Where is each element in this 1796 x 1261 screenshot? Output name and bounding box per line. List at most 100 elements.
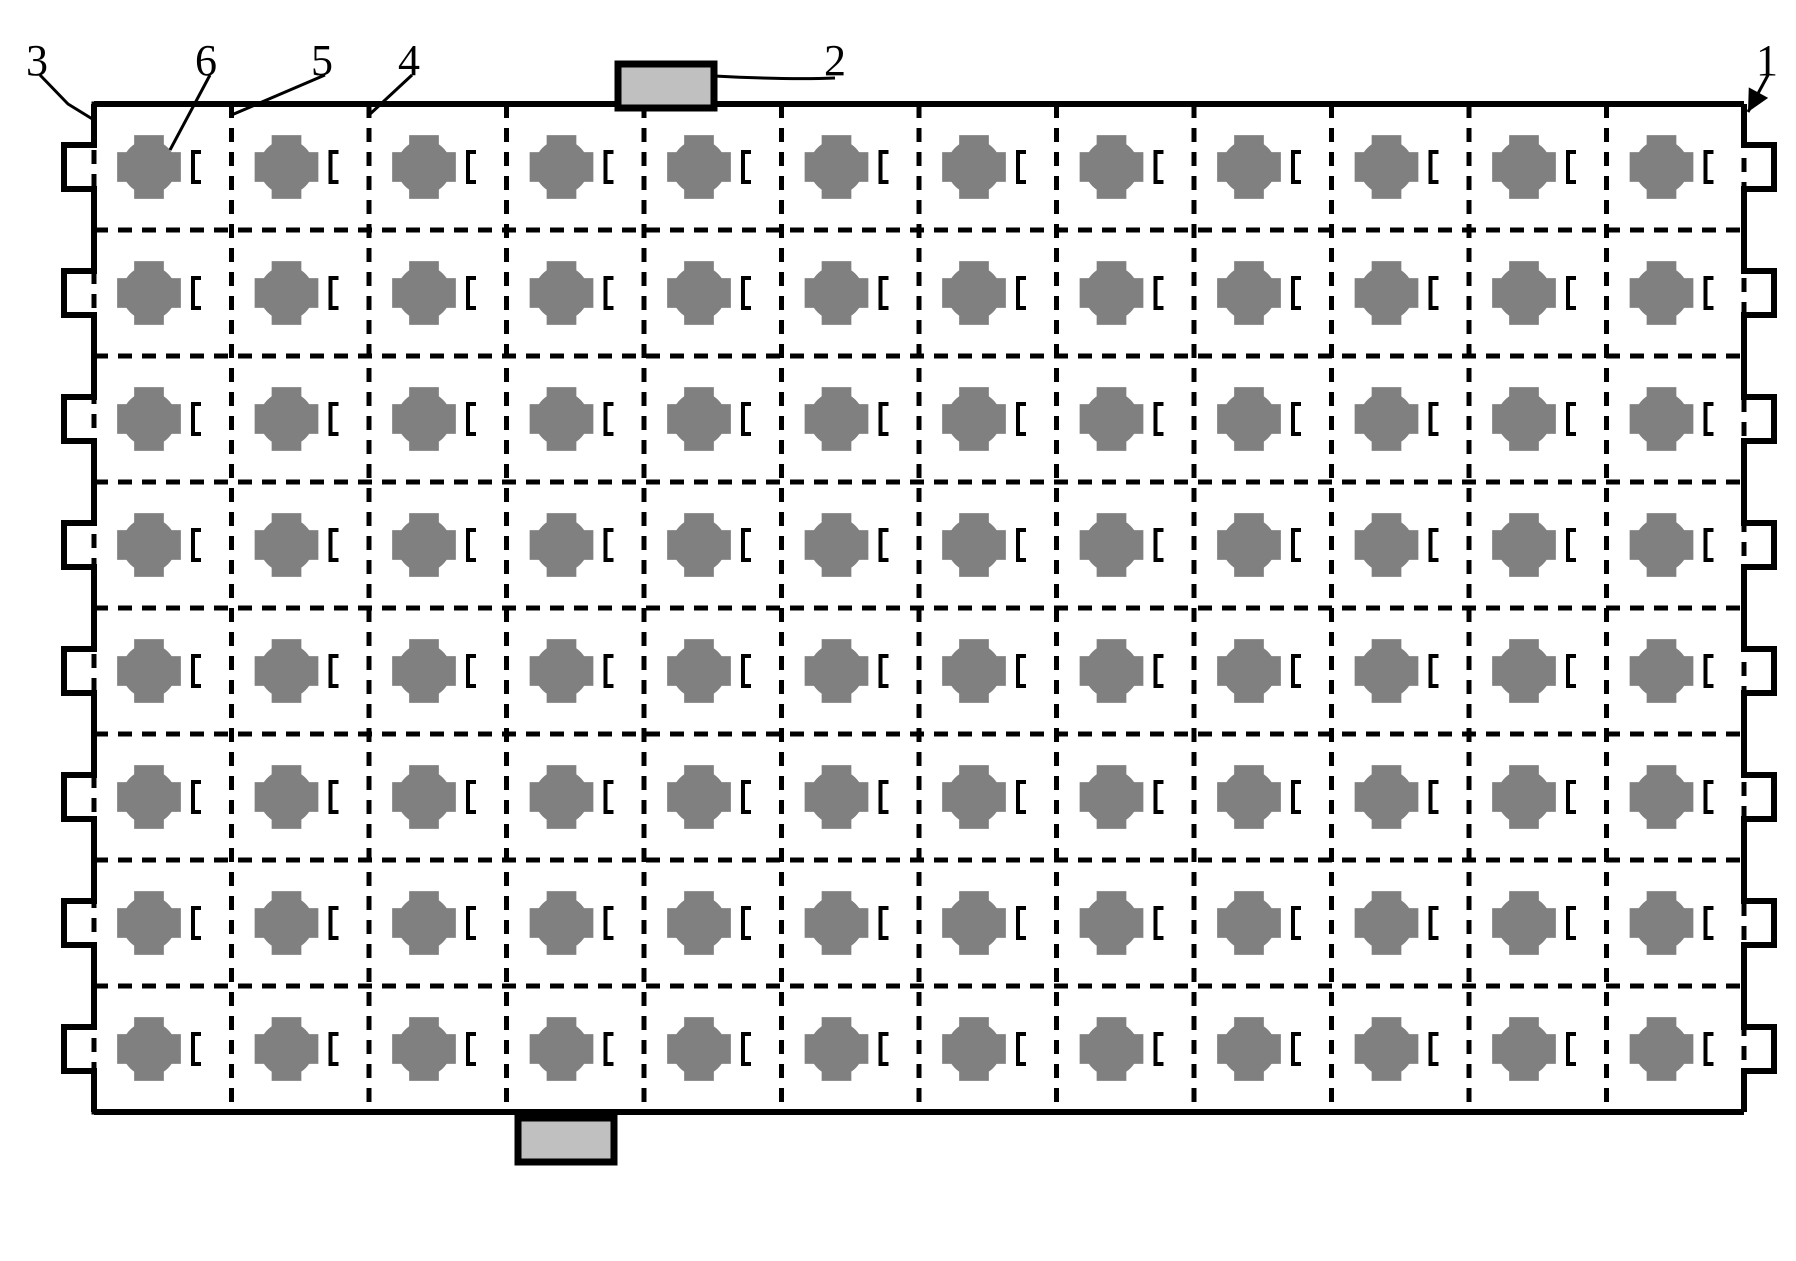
grid-node [1080,639,1164,703]
grid-node [530,639,614,703]
grid-node [1630,135,1714,199]
grid-node [255,387,339,451]
grid-node [530,1017,614,1081]
grid-node [392,261,476,325]
callout-label-1: 1 [1756,35,1778,86]
grid-node [667,387,751,451]
grid-node [117,765,201,829]
grid-node [942,513,1026,577]
grid-node [392,765,476,829]
grid-node [1492,387,1576,451]
grid-node [392,387,476,451]
grid-node [530,135,614,199]
grid-node [1080,135,1164,199]
grid-node [530,261,614,325]
grid-node [1355,765,1439,829]
grid-node [1080,387,1164,451]
grid-node [117,387,201,451]
top-connector-tab [618,64,714,108]
grid-node [1630,765,1714,829]
grid-node [1355,1017,1439,1081]
grid-node [942,135,1026,199]
grid-node [1492,261,1576,325]
grid-node [1630,513,1714,577]
grid-node [1080,1017,1164,1081]
grid-node [392,1017,476,1081]
grid-node [805,1017,889,1081]
grid-node [255,135,339,199]
grid-node [1492,765,1576,829]
grid-node [667,513,751,577]
grid-node [1217,261,1301,325]
callout-label-5: 5 [311,35,333,86]
grid-node [1630,1017,1714,1081]
grid-node [1217,639,1301,703]
grid-node [392,135,476,199]
callout-label-4: 4 [398,35,420,86]
grid-node [1630,891,1714,955]
grid-node [530,891,614,955]
grid-node [805,261,889,325]
grid-node [117,261,201,325]
bottom-connector-tab [518,1118,614,1162]
grid-node [255,513,339,577]
grid-node [1492,1017,1576,1081]
grid-node [255,1017,339,1081]
grid-node [117,891,201,955]
grid-node [1492,891,1576,955]
grid-node [255,261,339,325]
grid-node [667,639,751,703]
grid-node [255,891,339,955]
grid-node [667,765,751,829]
grid-node [117,639,201,703]
grid-node [1630,639,1714,703]
grid-node [942,261,1026,325]
grid-node [117,135,201,199]
grid-node [1492,135,1576,199]
callout-label-3: 3 [26,35,48,86]
grid-node [667,891,751,955]
grid-node [1492,639,1576,703]
grid-node [805,135,889,199]
grid-node [942,891,1026,955]
grid-node [1217,387,1301,451]
grid-node [1355,387,1439,451]
grid-node [1355,639,1439,703]
grid-node [1492,513,1576,577]
grid-node [1630,387,1714,451]
grid-node [942,639,1026,703]
grid-node [942,387,1026,451]
grid-node [1355,891,1439,955]
grid-node [530,765,614,829]
callout-label-6: 6 [195,35,217,86]
grid-node [530,513,614,577]
grid-node [1080,513,1164,577]
grid-node [392,513,476,577]
grid-node [255,639,339,703]
grid-node [392,639,476,703]
grid-node [1630,261,1714,325]
grid-node [392,891,476,955]
grid-node [1355,513,1439,577]
grid-node [942,765,1026,829]
grid-node [117,1017,201,1081]
grid-node [1217,1017,1301,1081]
grid-node [530,387,614,451]
callout-label-2: 2 [824,35,846,86]
grid-node [1080,261,1164,325]
grid-node [1355,135,1439,199]
grid-node [805,639,889,703]
diagram-svg [20,20,1796,1241]
grid-node [667,1017,751,1081]
grid-node [667,135,751,199]
grid-node [117,513,201,577]
grid-node [805,513,889,577]
grid-node [1217,135,1301,199]
grid-node [1217,765,1301,829]
grid-node [1080,765,1164,829]
grid-node [1080,891,1164,955]
grid-node [1217,891,1301,955]
grid-node [1217,513,1301,577]
diagram-stage: 1 2 3 4 5 6 [20,20,1796,1241]
grid-node [805,891,889,955]
